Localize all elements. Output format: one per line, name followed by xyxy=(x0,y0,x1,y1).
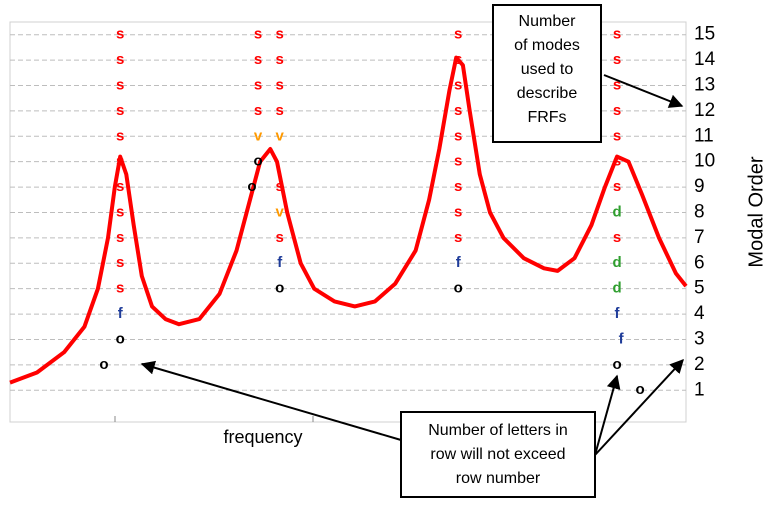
arrow xyxy=(594,358,684,456)
pole-letter: s xyxy=(116,26,124,43)
annotation-text: row number xyxy=(456,470,541,487)
pole-letter: s xyxy=(116,254,124,271)
pole-letter: o xyxy=(247,178,256,195)
pole-letter: s xyxy=(254,76,262,93)
pole-letter: s xyxy=(116,51,124,68)
pole-letter: s xyxy=(613,26,621,43)
pole-letter: o xyxy=(275,280,284,297)
annotation-text: row will not exceed xyxy=(430,446,565,463)
y-tick-label: 13 xyxy=(694,75,715,96)
y-tick-label: 3 xyxy=(694,328,705,349)
pole-letter: s xyxy=(454,76,462,93)
pole-letter: o xyxy=(116,330,125,347)
pole-letter: v xyxy=(276,203,285,220)
pole-letter: s xyxy=(276,102,284,119)
pole-letter: s xyxy=(116,178,124,195)
pole-letter: s xyxy=(454,127,462,144)
pole-letter: o xyxy=(612,356,621,373)
pole-letter: s xyxy=(116,102,124,119)
y-axis-label: Modal Order xyxy=(745,156,767,267)
y-tick-label: 6 xyxy=(694,252,705,273)
pole-letter: s xyxy=(116,229,124,246)
pole-letter: s xyxy=(276,51,284,68)
pole-letter: f xyxy=(619,330,625,347)
arrow xyxy=(603,74,684,108)
pole-letter: v xyxy=(276,127,285,144)
y-tick-label: 9 xyxy=(694,176,705,197)
pole-letter: s xyxy=(276,178,284,195)
pole-letter: d xyxy=(612,254,621,271)
y-tick-label: 8 xyxy=(694,201,705,222)
pole-letter: o xyxy=(254,153,263,170)
pole-letter: d xyxy=(612,203,621,220)
y-tick-label: 7 xyxy=(694,227,705,248)
annotation-text: describe xyxy=(517,85,578,102)
annotation-box xyxy=(492,4,602,143)
pole-letter: s xyxy=(454,229,462,246)
pole-letter: v xyxy=(254,127,263,144)
x-axis-label: frequency xyxy=(223,427,302,447)
pole-letter: s xyxy=(613,51,621,68)
y-tick-label: 4 xyxy=(694,303,705,324)
y-tick-label: 2 xyxy=(694,354,705,375)
pole-letter: s xyxy=(276,76,284,93)
pole-letter: s xyxy=(613,76,621,93)
annotation-text: Number xyxy=(519,13,577,30)
annotation-box xyxy=(400,411,596,498)
pole-letter: s xyxy=(454,178,462,195)
y-tick-label: 14 xyxy=(694,49,716,70)
y-tick-label: 12 xyxy=(694,100,715,121)
pole-letter: s xyxy=(254,102,262,119)
annotation-text: Number of letters in xyxy=(428,422,568,439)
pole-letter: s xyxy=(454,203,462,220)
pole-letter: s xyxy=(613,127,621,144)
pole-letter: s xyxy=(116,127,124,144)
pole-letter: s xyxy=(613,153,621,170)
annotation-text: FRFs xyxy=(527,109,566,126)
pole-letter: d xyxy=(612,280,621,297)
pole-letter: s xyxy=(116,76,124,93)
y-tick-label: 10 xyxy=(694,151,715,172)
pole-letter: s xyxy=(454,51,462,68)
annotation-text: used to xyxy=(521,61,574,78)
pole-letter: s xyxy=(116,203,124,220)
pole-letter: s xyxy=(454,26,462,43)
annotation-text: of modes xyxy=(514,37,580,54)
pole-letter: f xyxy=(456,254,462,271)
pole-letter: o xyxy=(454,280,463,297)
pole-letter: s xyxy=(454,102,462,119)
arrow xyxy=(140,360,402,441)
pole-letter: o xyxy=(99,356,108,373)
y-tick-label: 1 xyxy=(694,379,705,400)
pole-letter: s xyxy=(613,229,621,246)
pole-letter: o xyxy=(635,381,644,398)
pole-letter: s xyxy=(454,153,462,170)
frf-line xyxy=(9,55,688,385)
pole-letter: f xyxy=(277,254,283,271)
pole-letter: s xyxy=(254,26,262,43)
pole-letter: s xyxy=(613,102,621,119)
pole-letter: s xyxy=(254,51,262,68)
pole-letter: s xyxy=(116,280,124,297)
y-tick-label: 5 xyxy=(694,278,705,299)
pole-letter: s xyxy=(116,153,124,170)
arrow xyxy=(594,374,621,456)
pole-letter: s xyxy=(276,26,284,43)
pole-letter: f xyxy=(118,305,124,322)
pole-letter: f xyxy=(615,305,621,322)
y-tick-label: 11 xyxy=(694,125,714,146)
pole-letter: s xyxy=(613,178,621,195)
y-tick-label: 15 xyxy=(694,24,715,45)
pole-letter: s xyxy=(276,229,284,246)
